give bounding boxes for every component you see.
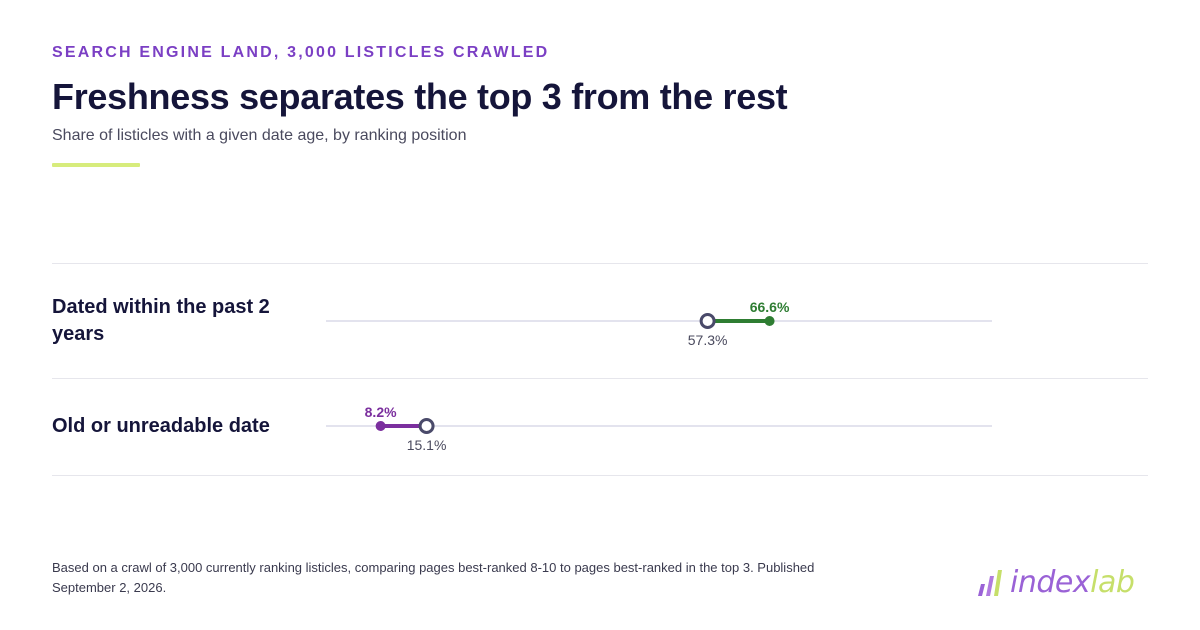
row-label-dated: Dated within the past 2 years bbox=[52, 296, 270, 345]
row-label-old: Old or unreadable date bbox=[52, 415, 270, 437]
filled-point-1 bbox=[375, 421, 386, 431]
eyebrow-source: SEARCH ENGINE LAND, 3,000 LISTICLES CRAW… bbox=[52, 44, 550, 61]
row-divider-top bbox=[52, 263, 1148, 264]
logo-wordmark: indexlab bbox=[1010, 564, 1135, 600]
logo-part-index: index bbox=[1010, 564, 1091, 600]
filled-value-label-1: 8.2% bbox=[365, 404, 397, 420]
filled-point-0 bbox=[764, 316, 775, 326]
hollow-value-label-1: 15.1% bbox=[407, 437, 447, 453]
indexlab-logo: indexlab bbox=[976, 562, 1135, 602]
row-divider-bottom bbox=[52, 475, 1148, 476]
hollow-point-0 bbox=[699, 313, 716, 329]
accent-bar bbox=[52, 163, 140, 167]
hollow-point-1 bbox=[418, 418, 435, 434]
logo-part-lab: lab bbox=[1090, 564, 1135, 600]
chart-subtitle: Share of listicles with a given date age… bbox=[52, 127, 467, 144]
footnote: Based on a crawl of 3,000 currently rank… bbox=[52, 560, 815, 595]
chart-title: Freshness separates the top 3 from the r… bbox=[52, 76, 788, 117]
bars-logo-icon bbox=[978, 570, 1002, 596]
filled-value-label-0: 66.6% bbox=[750, 299, 790, 315]
hollow-value-label-0: 57.3% bbox=[688, 332, 728, 348]
row-divider-middle bbox=[52, 378, 1148, 379]
